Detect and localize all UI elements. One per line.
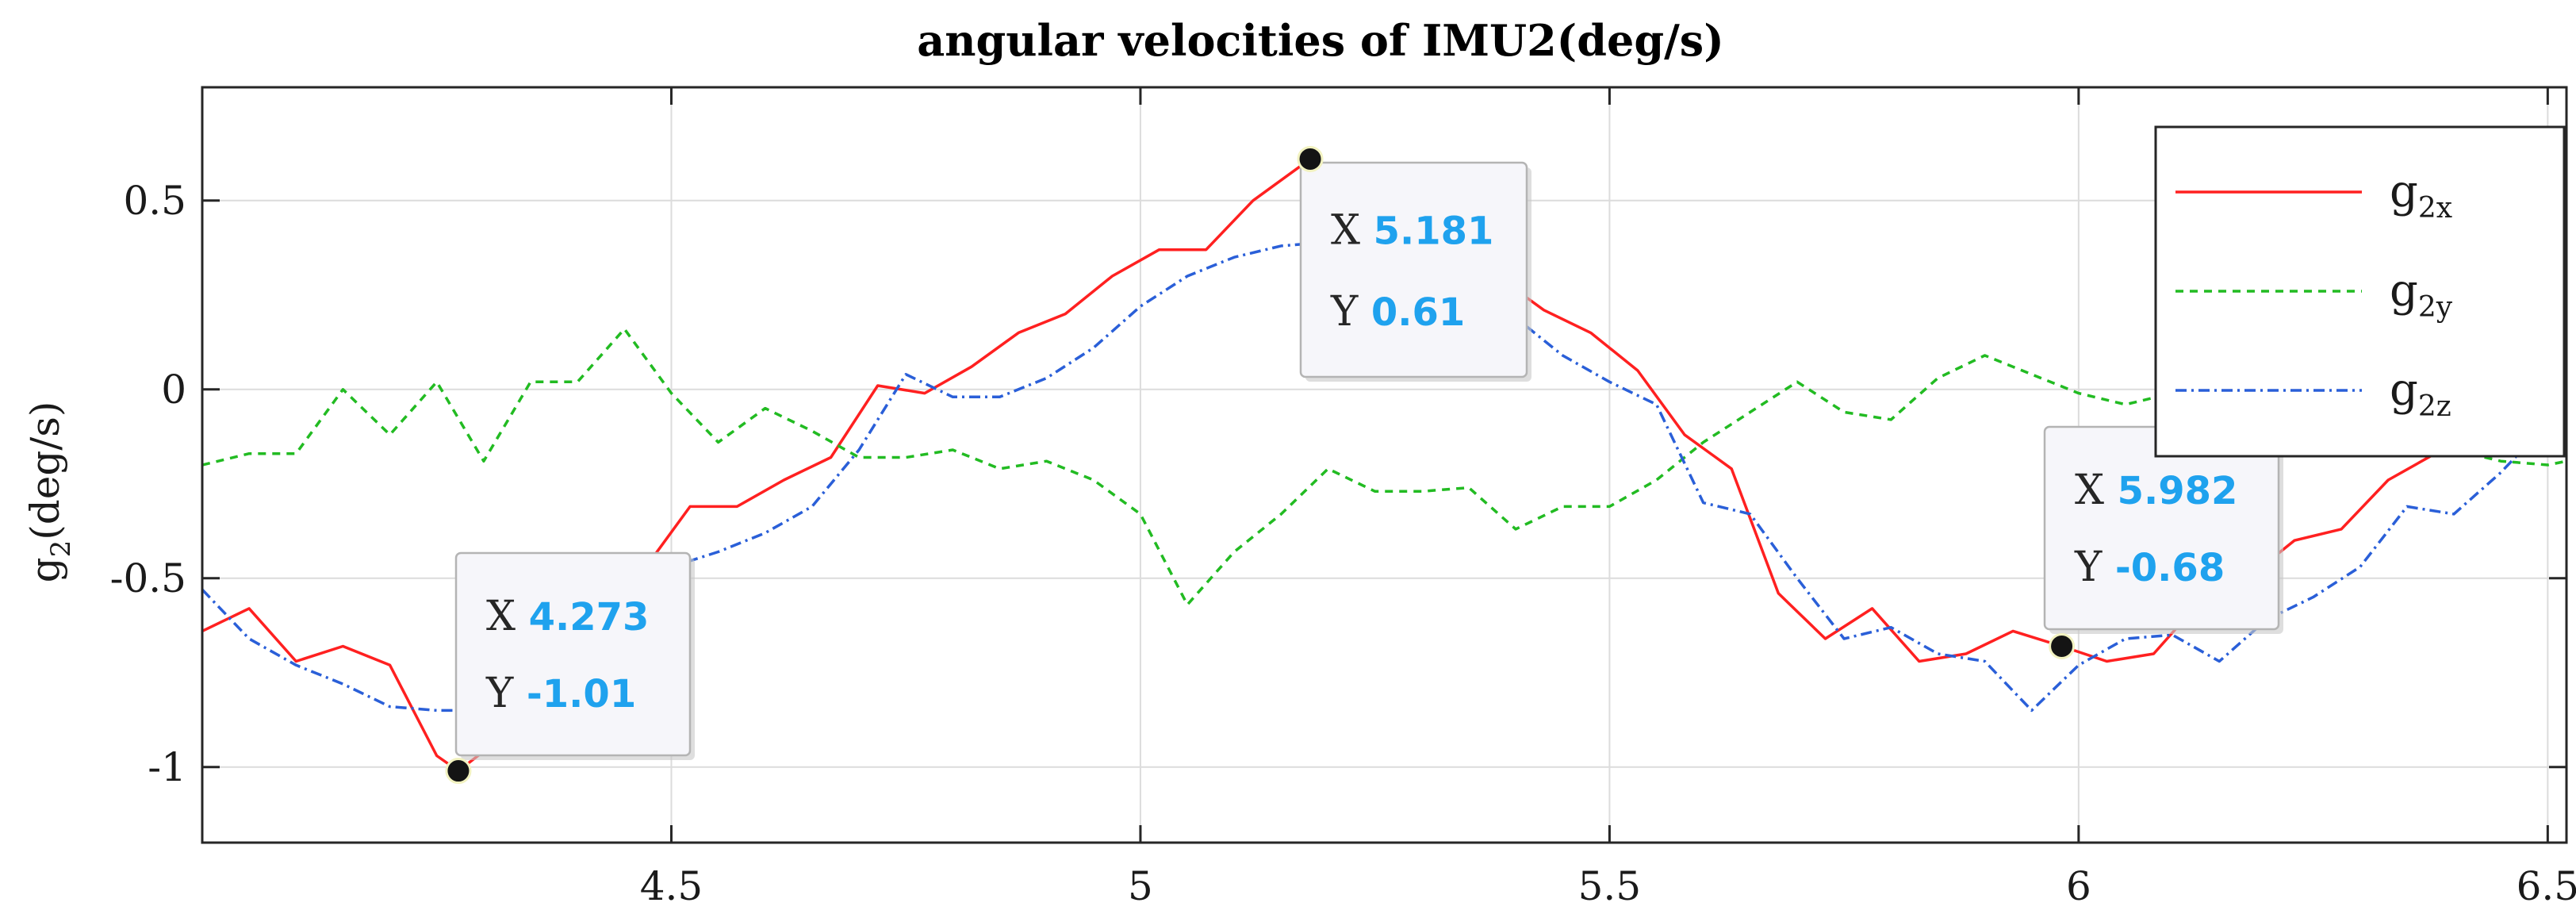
x-tick-label: 5.5 — [1578, 863, 1642, 909]
chart-title: angular velocities of IMU2(deg/s) — [917, 15, 1724, 66]
x-tick-label: 4.5 — [640, 863, 703, 909]
legend-box — [2154, 125, 2566, 458]
datatip-y-value: -1.01 — [527, 672, 636, 716]
datatip-marker — [1297, 145, 1324, 172]
series-line-g2z — [202, 240, 2566, 713]
datatip-x-value: 5.181 — [1374, 209, 1494, 254]
x-tick-label: 6 — [2066, 863, 2091, 909]
y-tick-label: 0.5 — [123, 178, 186, 224]
axes-frame — [201, 86, 2568, 844]
datatip-marker — [445, 758, 472, 785]
datatip-x-row: X 5.982 — [2075, 467, 2237, 514]
y-tick-label: -0.5 — [110, 555, 186, 601]
legend-label-g2x: g2x — [2390, 166, 2452, 225]
datatip-y-row: Y -1.01 — [485, 670, 636, 717]
y-axis-label-main: g — [22, 557, 68, 582]
x-tick-label: 6.5 — [2517, 863, 2576, 909]
datatip-y-value: -0.68 — [2115, 546, 2225, 590]
datatip-x-label: X — [2075, 467, 2118, 514]
datatip-x-value: 5.982 — [2118, 469, 2238, 513]
datatip-y-label: Y — [1330, 288, 1371, 336]
datatip-y-value: 0.61 — [1371, 290, 1465, 335]
datatip-y-label: Y — [485, 670, 527, 717]
legend-label-g2z: g2z — [2390, 364, 2451, 423]
svg-text:g2(deg/s): g2(deg/s) — [22, 401, 77, 583]
datatip-x-row: X 4.273 — [486, 593, 649, 640]
y-tick-label: -1 — [148, 744, 186, 790]
datatip-box — [1299, 161, 1528, 378]
datatip-y-row: Y -0.68 — [2074, 544, 2225, 591]
y-axis-label-unit: (deg/s) — [22, 401, 68, 540]
datatip-x-value: 4.273 — [529, 595, 650, 640]
y-tick-label: 0 — [161, 367, 186, 413]
x-tick-label: 5 — [1128, 863, 1153, 909]
y-axis-label: g2(deg/s) — [22, 401, 77, 583]
datatip-y-label: Y — [2074, 544, 2115, 591]
series-line-g2y — [202, 327, 2566, 606]
y-axis-label-sub: 2 — [45, 540, 77, 558]
datatip-y-row: Y 0.61 — [1330, 288, 1465, 336]
legend-label-g2y: g2y — [2390, 265, 2453, 324]
datatip-x-row: X 5.181 — [1331, 207, 1493, 255]
datatip-box — [454, 551, 692, 757]
datatip-x-label: X — [486, 593, 529, 640]
legend: g2x g2y g2z — [2154, 125, 2566, 458]
datatip-x-label: X — [1331, 207, 1374, 255]
datatip-marker — [2049, 632, 2076, 659]
